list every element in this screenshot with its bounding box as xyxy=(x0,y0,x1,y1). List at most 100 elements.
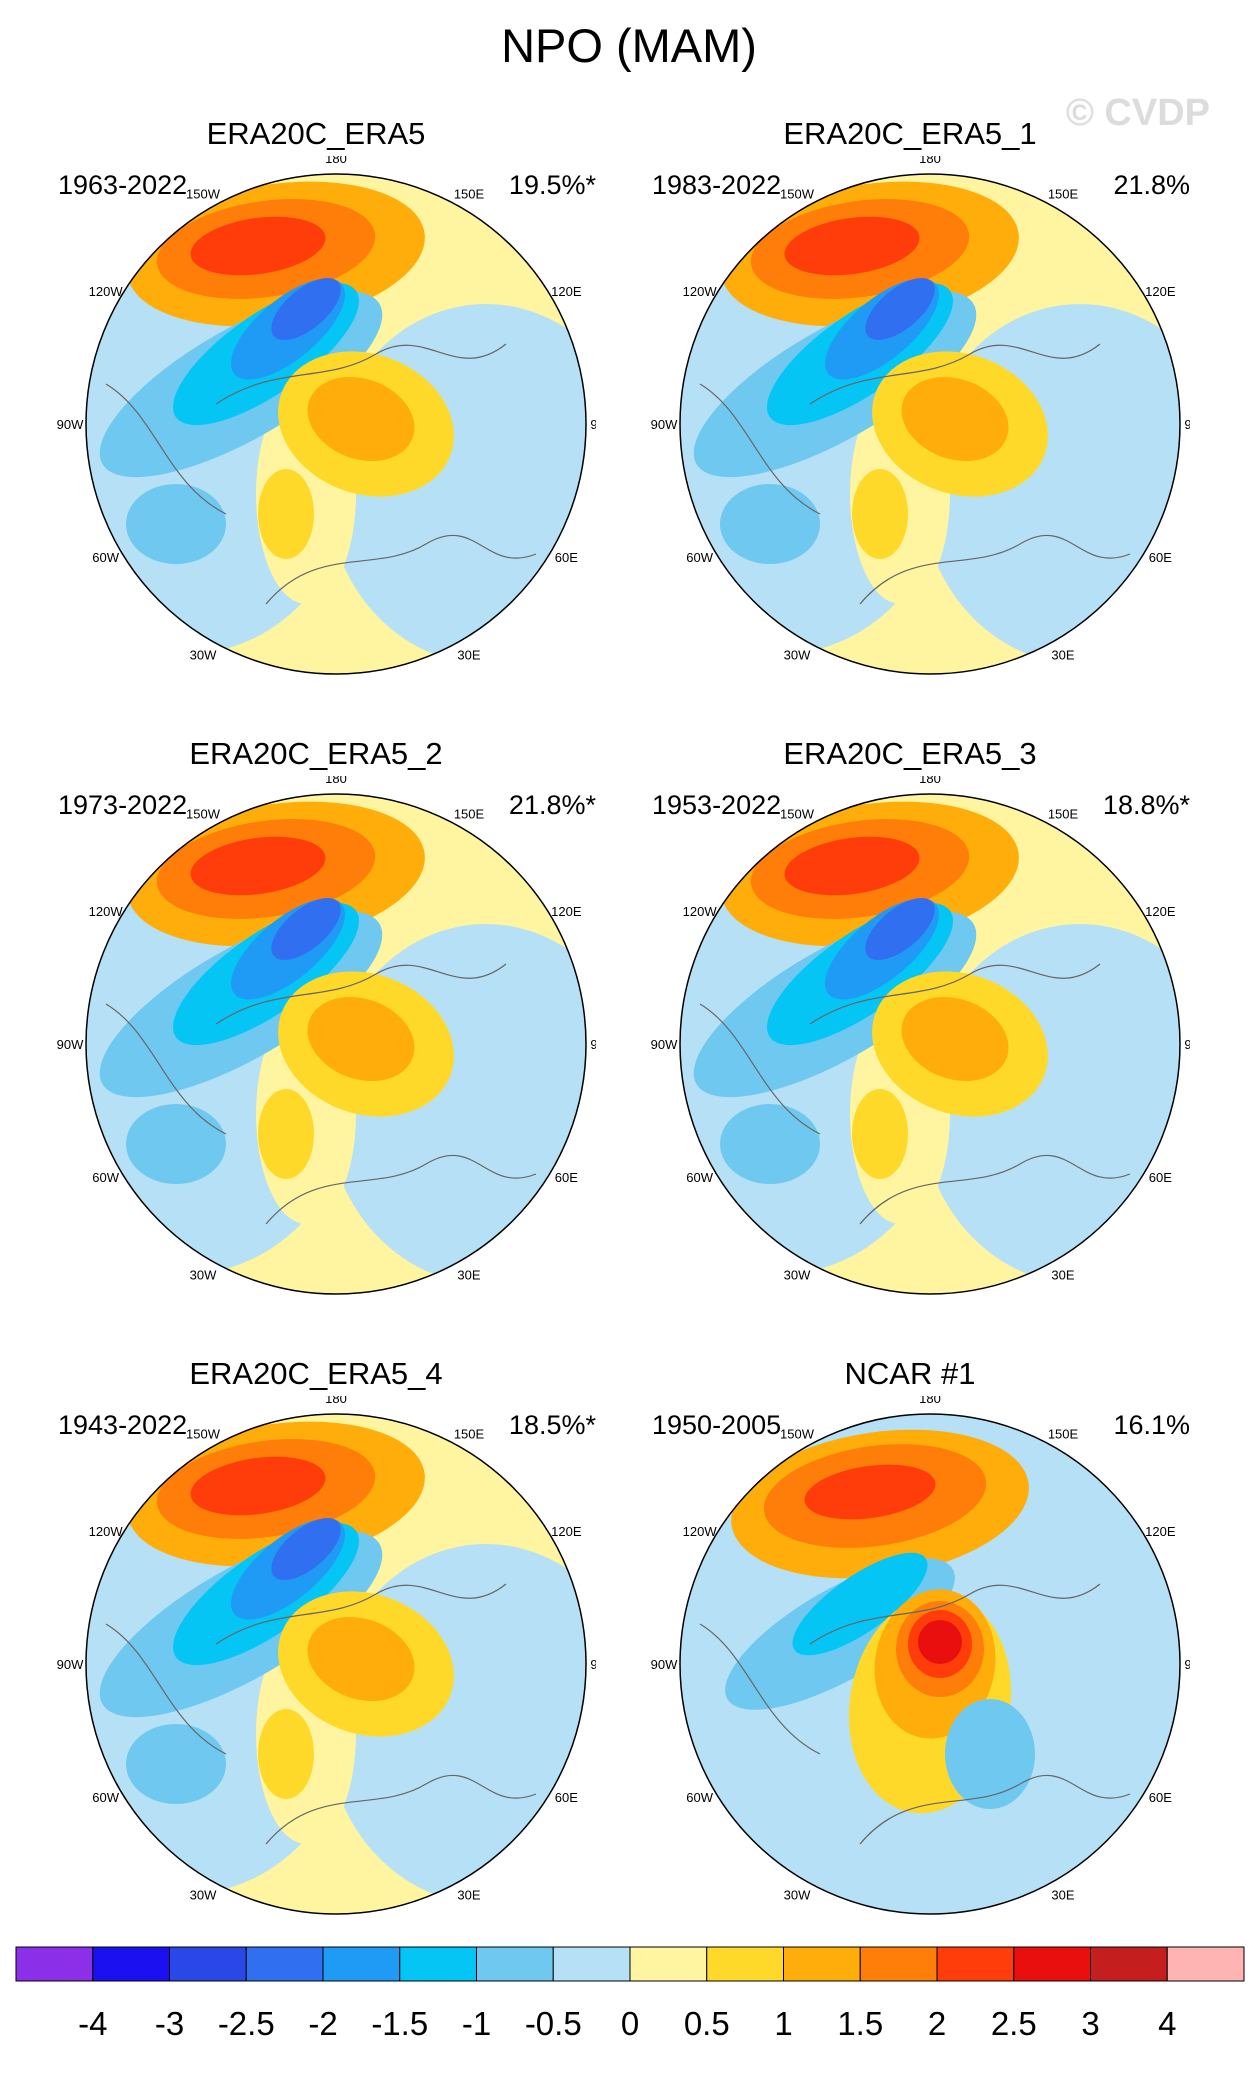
lon-label: 90E xyxy=(1184,1657,1190,1672)
lon-label: 60W xyxy=(92,1790,119,1805)
anomaly-region xyxy=(852,1089,908,1179)
coastline xyxy=(215,343,507,405)
lon-label: 150E xyxy=(1048,187,1079,202)
coastline xyxy=(809,343,1101,405)
panel-period: 1950-2005 xyxy=(652,1410,782,1440)
lon-label: 90E xyxy=(590,1037,596,1052)
anomaly-region xyxy=(126,484,226,564)
anomaly-region xyxy=(901,376,1009,462)
panel-period: 1983-2022 xyxy=(652,170,782,200)
watermark: © CVDP xyxy=(1065,92,1210,134)
colorbar-swatch xyxy=(1013,1946,1091,1982)
panel-variance: 18.8%* xyxy=(1102,790,1190,820)
lon-label: 30E xyxy=(457,1267,480,1282)
coastline xyxy=(105,1003,227,1135)
anomaly-region xyxy=(792,1552,928,1656)
anomaly-region xyxy=(901,996,1009,1082)
polar-map: 180150E120E90E60E30E030W60W90W120W150W xyxy=(651,1396,1190,1915)
map-border xyxy=(679,173,1181,675)
coastline xyxy=(699,1003,821,1135)
lon-label: 90E xyxy=(590,1657,596,1672)
panel-variance: 21.8%* xyxy=(508,790,596,820)
lon-label: 180 xyxy=(325,156,347,166)
lon-label: 180 xyxy=(325,1396,347,1406)
lon-label: 30W xyxy=(190,1887,217,1902)
coastline xyxy=(215,963,507,1025)
lon-label: 30E xyxy=(1051,1267,1074,1282)
colorbar-label: -1 xyxy=(462,2005,491,2042)
polar-map: 180150E120E90E60E30E030W60W90W120W150W xyxy=(57,156,596,675)
lon-label: 60E xyxy=(1149,550,1172,565)
anomaly-region xyxy=(865,277,935,341)
colorbar-swatch xyxy=(169,1946,247,1982)
coastline xyxy=(265,1154,537,1225)
anomaly-region xyxy=(307,996,415,1082)
colorbar-label: 2.5 xyxy=(991,2005,1037,2042)
anomaly-region xyxy=(804,1464,936,1520)
anomaly-region xyxy=(852,469,908,559)
panel-title: NCAR #1 xyxy=(844,1356,976,1391)
lon-label: 90W xyxy=(651,1037,678,1052)
anomaly-region xyxy=(190,836,326,896)
lon-label: 90W xyxy=(57,1037,84,1052)
lon-label: 30E xyxy=(457,1887,480,1902)
colorbar-swatch xyxy=(92,1946,170,1982)
lon-label: 150E xyxy=(454,187,485,202)
lon-label: 90W xyxy=(57,1657,84,1672)
lon-label: 150W xyxy=(186,1427,221,1442)
lon-label: 90E xyxy=(590,417,596,432)
lon-label: 120E xyxy=(551,904,582,919)
map-border xyxy=(679,1413,1181,1915)
map-panel-1: ERA20C_ERA5 1963-2022 19.5%* 180 150E 120E… xyxy=(36,116,596,676)
lon-label: 90E xyxy=(1184,417,1190,432)
lon-label: 30W xyxy=(190,647,217,662)
lon-label: 30W xyxy=(784,1267,811,1282)
colorbar-swatch xyxy=(629,1946,708,1982)
lon-label: 60W xyxy=(686,550,713,565)
coastline xyxy=(105,1623,227,1755)
anomaly-region xyxy=(126,1104,226,1184)
lon-label: 60W xyxy=(686,1170,713,1185)
colorbar: -4 -3 -2.5 -2 -1.5 -1 -0.5 0 0.5 1 1.5 2 2.5 3 4 xyxy=(15,1946,1245,2042)
lon-label: 180 xyxy=(919,156,941,166)
lon-label: 120W xyxy=(683,284,718,299)
lon-label: 60W xyxy=(686,1790,713,1805)
colorbar-label: 2 xyxy=(928,2005,946,2042)
panel-period: 1943-2022 xyxy=(58,1410,188,1440)
anomaly-region xyxy=(784,836,920,896)
map-panel-6: NCAR #1 1950-2005 16.1% 180 150E 120E 90E 60… xyxy=(630,1356,1190,1916)
map-border xyxy=(85,1413,587,1915)
polar-map: 180150E120E90E60E30E030W60W90W120W150W xyxy=(651,156,1190,675)
anomaly-region xyxy=(865,897,935,961)
map-panel-3: ERA20C_ERA5_2 1973-2022 21.8%* 180 150E 12… xyxy=(36,736,596,1296)
colorbar-label: -4 xyxy=(78,2005,107,2042)
lon-label: 180 xyxy=(325,776,347,786)
lon-label: 60E xyxy=(1149,1790,1172,1805)
map-border xyxy=(85,793,587,1295)
colorbar-swatch xyxy=(706,1946,784,1982)
colorbar-swatch xyxy=(15,1946,94,1982)
anomaly-region xyxy=(126,1724,226,1804)
lon-label: 30E xyxy=(1051,1887,1074,1902)
colorbar-label: -2 xyxy=(308,2005,337,2042)
lon-label: 180 xyxy=(919,776,941,786)
anomaly-region xyxy=(258,469,314,559)
colorbar-label: 0.5 xyxy=(684,2005,730,2042)
colorbar-label: 3 xyxy=(1081,2005,1099,2042)
lon-label: 180 xyxy=(919,1396,941,1406)
lon-label: 150W xyxy=(780,1427,815,1442)
coastline xyxy=(105,383,227,515)
colorbar-swatch xyxy=(1166,1946,1245,1982)
map-border xyxy=(85,173,587,675)
lon-label: 60W xyxy=(92,1170,119,1185)
coastline xyxy=(215,1583,507,1645)
coastline xyxy=(265,534,537,605)
panel-period: 1963-2022 xyxy=(58,170,188,200)
colorbar-swatch xyxy=(1090,1946,1168,1982)
map-panel-2: ERA20C_ERA5_1 1983-2022 21.8% 180 150E 120… xyxy=(630,116,1190,676)
lon-label: 120W xyxy=(89,904,124,919)
anomaly-region xyxy=(190,216,326,276)
panel-title: ERA20C_ERA5_3 xyxy=(783,736,1037,771)
colorbar-label: 1.5 xyxy=(837,2005,883,2042)
polar-map: 180150E120E90E60E30E030W60W90W120W150W xyxy=(651,776,1190,1295)
